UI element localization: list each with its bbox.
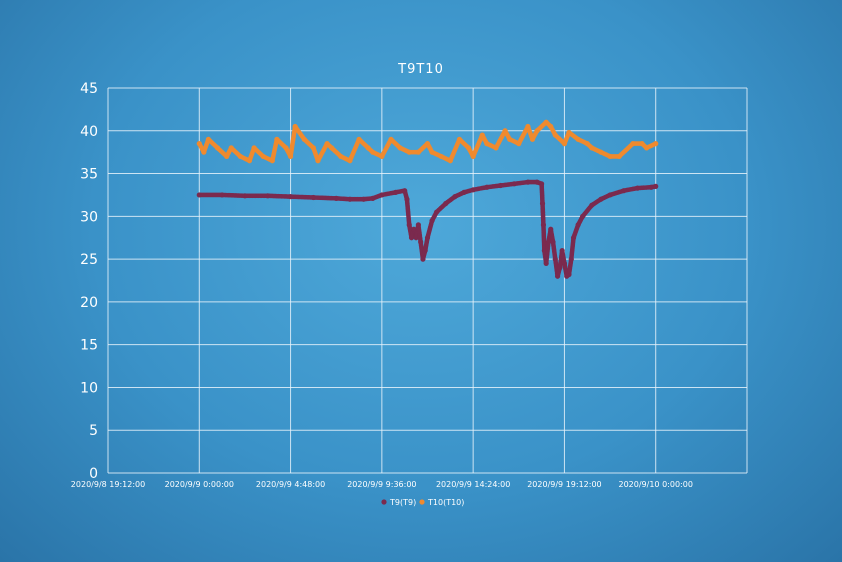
y-axis-ticks: 0 5 10 15 20 25 30 35 40 45: [80, 81, 98, 482]
legend: T9(T9) T10(T10): [381, 498, 464, 507]
legend-label: T10(T10): [427, 498, 464, 507]
legend-label: T9(T9): [389, 498, 416, 507]
x-tick-label: 2020/9/9 9:36:00: [347, 480, 416, 489]
y-tick-label: 30: [80, 209, 98, 225]
y-tick-label: 10: [80, 380, 98, 396]
series-2: [196, 119, 659, 164]
y-tick-label: 35: [80, 167, 98, 183]
y-tick-label: 40: [80, 124, 98, 140]
x-tick-label: 2020/9/9 0:00:00: [165, 480, 234, 489]
data-point: [653, 141, 659, 147]
x-axis-ticks: 2020/9/8 19:12:00 2020/9/9 0:00:00 2020/9/…: [71, 480, 693, 489]
grid: [107, 87, 748, 474]
y-tick-label: 25: [80, 252, 98, 268]
x-tick-label: 2020/9/9 19:12:00: [527, 480, 601, 489]
y-tick-label: 15: [80, 338, 98, 354]
y-tick-label: 20: [80, 295, 98, 311]
x-tick-label: 2020/9/10 0:00:00: [619, 480, 693, 489]
data-points: [196, 119, 659, 279]
y-tick-label: 45: [80, 81, 98, 97]
chart-title: T9T10: [397, 62, 444, 77]
legend-marker: [381, 499, 387, 505]
y-tick-label: 5: [89, 423, 98, 439]
x-tick-label: 2020/9/9 4:48:00: [256, 480, 325, 489]
x-tick-label: 2020/9/9 14:24:00: [436, 480, 510, 489]
series-1: [196, 179, 659, 279]
legend-marker: [419, 499, 425, 505]
data-point: [653, 183, 659, 189]
x-tick-label: 2020/9/8 19:12:00: [71, 480, 145, 489]
y-tick-label: 0: [89, 466, 98, 482]
